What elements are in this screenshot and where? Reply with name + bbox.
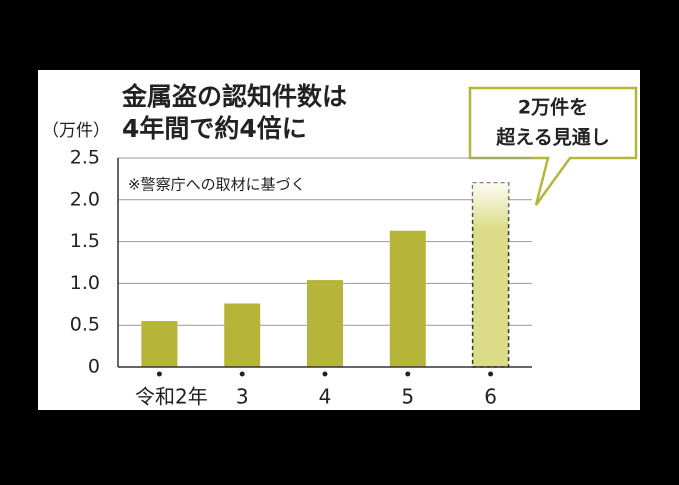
x-tick-label: 5 [401,385,414,409]
bar [307,280,343,367]
y-tick-label: 1.5 [70,230,100,252]
y-tick-label: 0 [88,356,100,378]
y-tick-label: 1.0 [70,272,100,294]
bar [141,321,178,367]
tick-dot [488,371,494,377]
annotation: 2万件を [518,96,588,119]
note: ※警察庁への取材に基づく [128,176,306,194]
x-tick-label: 3 [236,385,249,409]
bar-fade [472,183,509,367]
tick-dot [405,371,411,377]
tick-dot [156,371,162,377]
bar [389,230,426,367]
chart-title: 4年間で約4倍に [122,114,307,143]
y-tick-label: 2.0 [70,188,100,210]
y-axis-label: （万件） [42,121,110,141]
x-tick-label: 4 [319,385,332,409]
y-tick-label: 0.5 [70,314,100,336]
annotation: 超える見通し [495,126,609,149]
x-tick-label: 令和2年 [135,385,208,409]
tick-dot [322,371,328,377]
bar [224,303,261,367]
chart-title: 金属盗の認知件数は [121,82,347,111]
x-tick-label: 6 [484,385,497,409]
y-tick-label: 2.5 [70,147,100,169]
tick-dot [239,371,245,377]
